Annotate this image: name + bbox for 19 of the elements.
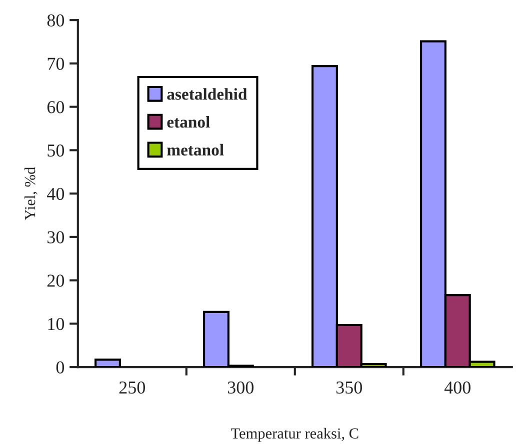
x-tick-label: 400 xyxy=(444,381,470,394)
y-tick-label: 40 xyxy=(47,188,64,200)
x-tick-label: 250 xyxy=(119,381,146,394)
legend-label: metanol xyxy=(167,144,224,156)
y-tick-label: 60 xyxy=(47,101,64,114)
bar xyxy=(94,358,121,368)
legend-label: etanol xyxy=(167,116,210,128)
legend-label: asetaldehid xyxy=(167,88,248,100)
x-tick-label: 350 xyxy=(336,381,362,394)
y-axis-title: Yiel, %d xyxy=(24,167,38,220)
y-tick-label: 50 xyxy=(48,144,64,157)
y-tick-label: 70 xyxy=(48,58,64,70)
x-tick-label: 300 xyxy=(228,381,254,394)
x-axis-title: Temperatur reaksi, C xyxy=(231,428,358,442)
y-tick-label: 80 xyxy=(47,14,64,27)
y-tick-label: 30 xyxy=(48,231,64,244)
y-tick-label: 10 xyxy=(48,318,64,330)
y-tick-label: 20 xyxy=(47,274,64,287)
y-tick-label: 0 xyxy=(56,361,64,374)
